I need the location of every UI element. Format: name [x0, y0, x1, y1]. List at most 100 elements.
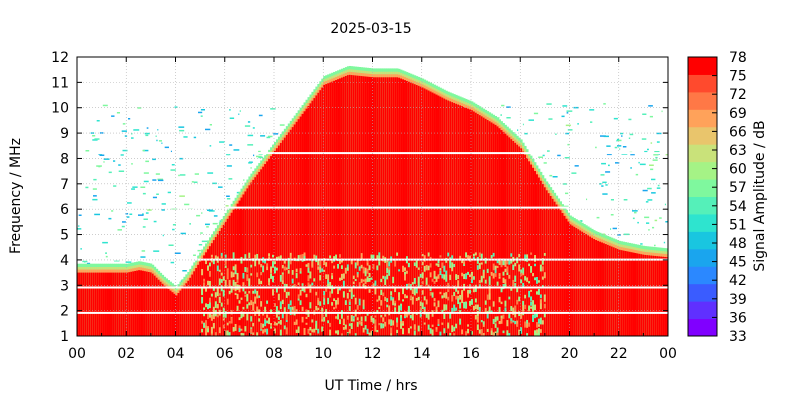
signal-texture — [463, 258, 466, 265]
signal-texture — [510, 306, 513, 312]
signal-column — [153, 275, 157, 336]
signal-column — [319, 90, 322, 336]
signal-texture — [480, 253, 484, 259]
signal-column — [331, 81, 334, 336]
signal-texture — [443, 328, 446, 334]
signal-texture — [435, 327, 438, 330]
noise-speck — [546, 103, 552, 105]
signal-texture — [380, 314, 383, 318]
signal-texture — [514, 275, 517, 282]
x-axis: 00 02 04 06 08 10 12 14 16 18 20 22 00 — [68, 57, 677, 362]
signal-texture — [378, 322, 381, 326]
signal-column — [197, 264, 200, 336]
noise-speck — [179, 174, 186, 176]
y-tick-label: 10 — [51, 101, 69, 117]
signal-texture — [220, 255, 224, 259]
noise-speck — [125, 261, 132, 263]
noise-speck — [600, 135, 606, 137]
colorbar-segment — [688, 161, 717, 180]
colorbar-tick-label: 72 — [729, 87, 747, 103]
signal-texture — [205, 330, 208, 336]
signal-texture — [480, 320, 484, 323]
noise-speck — [198, 111, 203, 114]
colorbar-segment — [688, 248, 717, 267]
signal-texture — [522, 300, 525, 306]
signal-texture — [224, 280, 228, 287]
noise-speck — [647, 148, 649, 151]
noise-speck — [543, 162, 547, 164]
noise-speck — [642, 113, 647, 115]
signal-column — [191, 274, 194, 336]
signal-texture — [396, 317, 399, 323]
noise-speck — [248, 162, 252, 164]
noise-speck — [651, 192, 656, 194]
signal-texture — [388, 319, 391, 325]
signal-column — [283, 137, 287, 336]
signal-texture — [299, 270, 302, 274]
signal-texture — [362, 327, 366, 333]
signal-column — [112, 272, 115, 336]
signal-texture — [360, 264, 364, 269]
signal-texture — [543, 253, 547, 256]
signal-texture — [433, 302, 436, 307]
signal-texture — [486, 328, 490, 332]
signal-texture — [502, 258, 505, 266]
signal-column — [504, 133, 507, 336]
signal-texture — [394, 303, 397, 306]
signal-texture — [212, 306, 216, 314]
signal-texture — [467, 328, 470, 334]
signal-texture — [218, 278, 222, 286]
signal-texture — [374, 315, 377, 318]
signal-texture — [299, 254, 302, 260]
signal-texture — [222, 289, 226, 297]
signal-texture — [372, 317, 375, 324]
signal-texture — [508, 333, 511, 336]
signal-texture — [492, 301, 496, 307]
signal-column — [534, 171, 537, 336]
signal-column — [494, 124, 498, 336]
signal-column — [524, 154, 527, 336]
signal-texture — [246, 267, 249, 273]
signal-texture — [435, 310, 438, 313]
noise-speck — [152, 196, 157, 199]
signal-texture — [234, 281, 237, 288]
signal-texture — [289, 300, 293, 306]
noise-speck — [196, 214, 201, 217]
signal-texture — [439, 331, 442, 336]
signal-texture — [208, 302, 212, 309]
signal-texture — [317, 299, 320, 306]
signal-texture — [279, 320, 283, 325]
noise-speck — [610, 199, 614, 201]
signal-texture — [429, 272, 432, 278]
signal-texture — [380, 325, 383, 329]
noise-speck — [94, 138, 100, 140]
signal-texture — [474, 287, 478, 292]
colorbar-tick-label: 69 — [729, 106, 747, 122]
noise-speck — [153, 220, 157, 223]
signal-texture — [270, 266, 273, 273]
signal-texture — [494, 316, 498, 323]
signal-texture — [392, 320, 395, 326]
signal-column — [260, 169, 263, 336]
signal-texture — [281, 313, 285, 319]
signal-column — [583, 232, 586, 336]
signal-texture — [266, 320, 269, 324]
signal-texture — [500, 301, 503, 305]
signal-column — [632, 252, 635, 336]
signal-texture — [301, 316, 304, 323]
signal-texture — [409, 295, 413, 300]
signal-texture — [476, 324, 480, 330]
noise-speck — [92, 139, 98, 141]
noise-speck — [193, 254, 196, 256]
signal-texture — [364, 325, 367, 330]
signal-texture — [291, 278, 295, 284]
signal-column — [666, 257, 668, 336]
signal-texture — [496, 260, 499, 264]
colorbar-frame — [687, 56, 718, 337]
signal-texture — [539, 317, 543, 325]
signal-texture — [285, 284, 289, 288]
signal-texture — [323, 316, 326, 322]
signal-texture — [431, 292, 434, 298]
signal-texture — [232, 327, 235, 332]
